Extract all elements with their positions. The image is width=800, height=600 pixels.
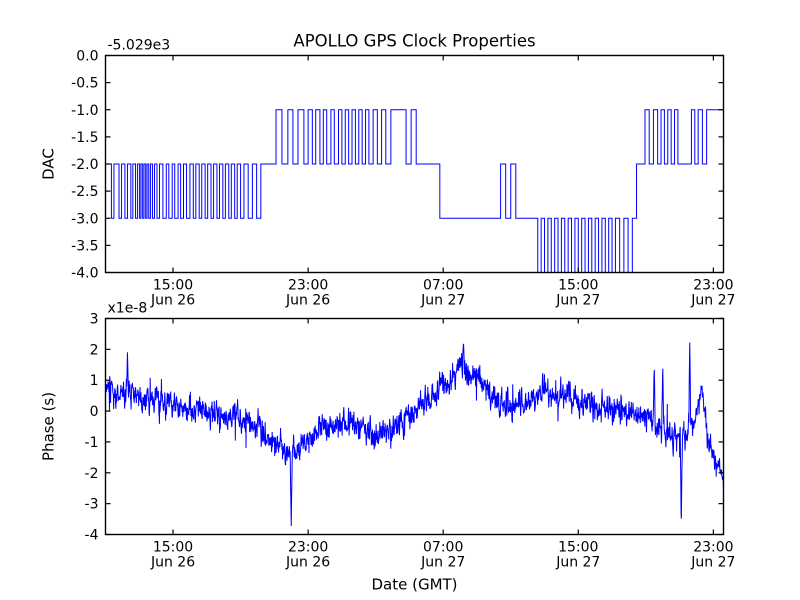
- ytick-label-dac-plot: -1.0: [71, 103, 98, 119]
- ytick-label-phase-plot: 1: [90, 373, 99, 389]
- xtick-label-time: 15:00: [153, 278, 193, 294]
- y-offset-label-dac-plot: -5.029e3: [108, 38, 171, 54]
- xtick-label-time: 07:00: [423, 278, 463, 294]
- ytick-label-dac-plot: -0.5: [71, 76, 98, 92]
- data-layer-phase-plot: [105, 342, 724, 526]
- ytick-label-dac-plot: 0.0: [76, 49, 98, 65]
- xtick-label-date: Jun 26: [150, 555, 195, 571]
- y-offset-label-phase-plot: x1e-8: [108, 301, 148, 317]
- phase-noise-trace: [105, 342, 724, 526]
- ytick-label-dac-plot: -1.5: [71, 130, 98, 146]
- xtick-label-time: 23:00: [693, 278, 733, 294]
- ylabel-dac-plot: DAC: [40, 148, 58, 180]
- xtick-label-time: 15:00: [558, 540, 598, 556]
- xlabel-phase-plot: Date (GMT): [371, 576, 457, 594]
- chart-title: APOLLO GPS Clock Properties: [293, 32, 535, 51]
- ylabel-phase-plot: Phase (s): [40, 392, 58, 461]
- ytick-label-dac-plot: -2.0: [71, 157, 98, 173]
- xtick-label-date: Jun 27: [420, 555, 465, 571]
- xtick-label-date: Jun 27: [555, 555, 600, 571]
- ytick-label-dac-plot: -2.5: [71, 184, 98, 200]
- xtick-label-time: 15:00: [558, 278, 598, 294]
- ytick-label-phase-plot: 0: [90, 404, 99, 420]
- data-layer-dac-plot: [105, 55, 724, 273]
- xtick-label-date: Jun 27: [420, 293, 465, 309]
- xtick-label-date: Jun 26: [285, 293, 330, 309]
- xtick-label-time: 07:00: [423, 540, 463, 556]
- xtick-label-date: Jun 26: [285, 555, 330, 571]
- ytick-label-dac-plot: -3.0: [71, 211, 98, 227]
- xtick-label-date: Jun 27: [690, 293, 735, 309]
- plot-frame-phase-plot: [104, 317, 725, 536]
- ytick-label-phase-plot: 2: [90, 342, 99, 358]
- xtick-label-time: 23:00: [288, 278, 328, 294]
- ytick-label-phase-plot: -2: [85, 466, 99, 482]
- ytick-label-phase-plot: -3: [85, 497, 99, 513]
- xtick-label-time: 23:00: [693, 540, 733, 556]
- dac-step-trace: [105, 55, 724, 273]
- xtick-label-date: Jun 26: [150, 293, 195, 309]
- xtick-label-time: 23:00: [288, 540, 328, 556]
- axes-frame-dac-plot: 0.0 -0.5 -1.0 -1.5 -2.0 -2.5 -3.0 -3.5 -4.0 15:00…: [40, 32, 736, 309]
- xtick-label-date: Jun 27: [690, 555, 735, 571]
- xtick-label-date: Jun 27: [555, 293, 600, 309]
- ytick-label-dac-plot: -4.0: [71, 266, 98, 282]
- ytick-label-phase-plot: -4: [85, 528, 99, 544]
- ytick-label-dac-plot: -3.5: [71, 238, 98, 254]
- ytick-label-phase-plot: -1: [85, 435, 99, 451]
- ytick-label-phase-plot: 3: [90, 312, 99, 328]
- xtick-label-time: 15:00: [153, 540, 193, 556]
